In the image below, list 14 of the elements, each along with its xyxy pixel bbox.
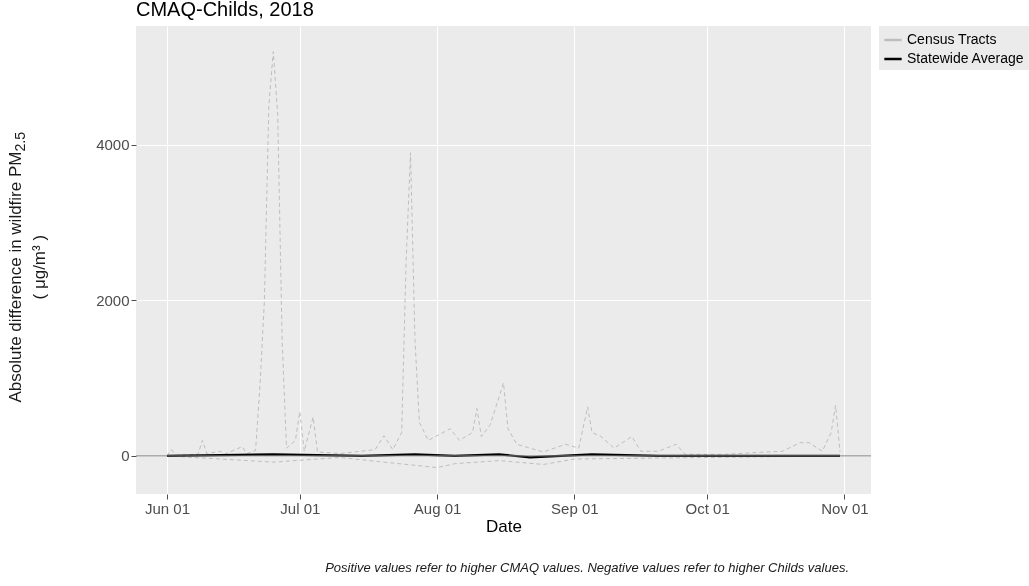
x-tick-label: Jul 01 [280,499,321,517]
x-tick-label: Jun 01 [144,499,191,517]
y-tick-label: 4000 [96,136,130,154]
x-tick-label: Oct 01 [685,499,730,517]
x-tick-label: Sep 01 [551,499,599,517]
legend-label: Census Tracts [907,31,997,47]
y-tick-label: 2000 [96,291,130,309]
chart-title: CMAQ-Childs, 2018 [136,0,314,20]
x-tick-label: Nov 01 [821,499,869,517]
legend-label: Statewide Average [907,50,1024,66]
x-tick-label: Aug 01 [413,499,462,517]
text: Positive values refer to higher CMAQ values. Negative values refer to higher Childs values. [325,560,849,575]
y-tick-label: 0 [121,447,130,465]
x-axis-title: Date [486,516,522,536]
